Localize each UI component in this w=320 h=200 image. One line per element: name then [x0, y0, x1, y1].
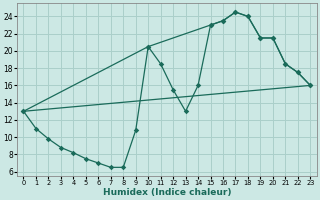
X-axis label: Humidex (Indice chaleur): Humidex (Indice chaleur) — [103, 188, 231, 197]
